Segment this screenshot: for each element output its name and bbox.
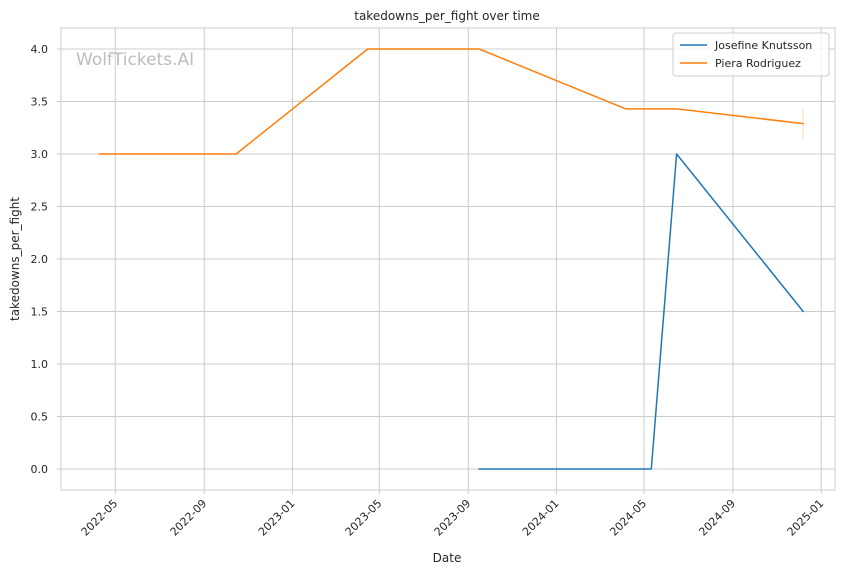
x-axis-ticks: 2022-05 2022-09 2023-01 2023-05 2023-09 2024-… [79,490,827,539]
legend-box [672,32,830,77]
x-tick-label: 2022-09 [168,497,210,539]
y-tick-label: 3.0 [31,148,49,161]
x-tick-label: 2024-09 [696,497,738,539]
legend-label-josefine: Josefine Knutsson [714,39,812,52]
y-tick-label: 1.5 [31,306,49,319]
x-tick-label: 2024-05 [607,497,649,539]
y-tick-label: 4.0 [31,43,49,56]
x-tick-label: 2023-05 [343,497,385,539]
y-axis-label: takedowns_per_fight [8,197,22,321]
x-tick-label: 2025-01 [785,497,827,539]
x-tick-label: 2023-01 [256,497,298,539]
x-axis-label: Date [433,551,462,565]
grid [61,28,835,490]
x-tick-label: 2023-09 [432,497,474,539]
chart-title: takedowns_per_fight over time [354,9,540,23]
y-tick-label: 2.5 [31,201,49,214]
y-tick-label: 0.0 [31,463,49,476]
legend: Josefine Knutsson Piera Rodriguez [672,32,830,77]
series-lines [98,48,804,470]
y-axis-ticks: 0.0 0.5 1.0 1.5 2.0 2.5 3.0 3.5 4.0 [31,43,61,476]
legend-label-piera: Piera Rodriguez [715,57,801,70]
y-tick-label: 1.0 [31,358,49,371]
series-line-josefine-knutsson [478,153,804,470]
watermark: WolfTickets.AI [76,50,194,70]
series-line-piera-rodriguez [98,48,804,155]
y-tick-label: 0.5 [31,411,49,424]
x-tick-label: 2022-05 [79,497,121,539]
x-tick-label: 2024-01 [520,497,562,539]
y-tick-label: 2.0 [31,253,49,266]
y-tick-label: 3.5 [31,96,49,109]
